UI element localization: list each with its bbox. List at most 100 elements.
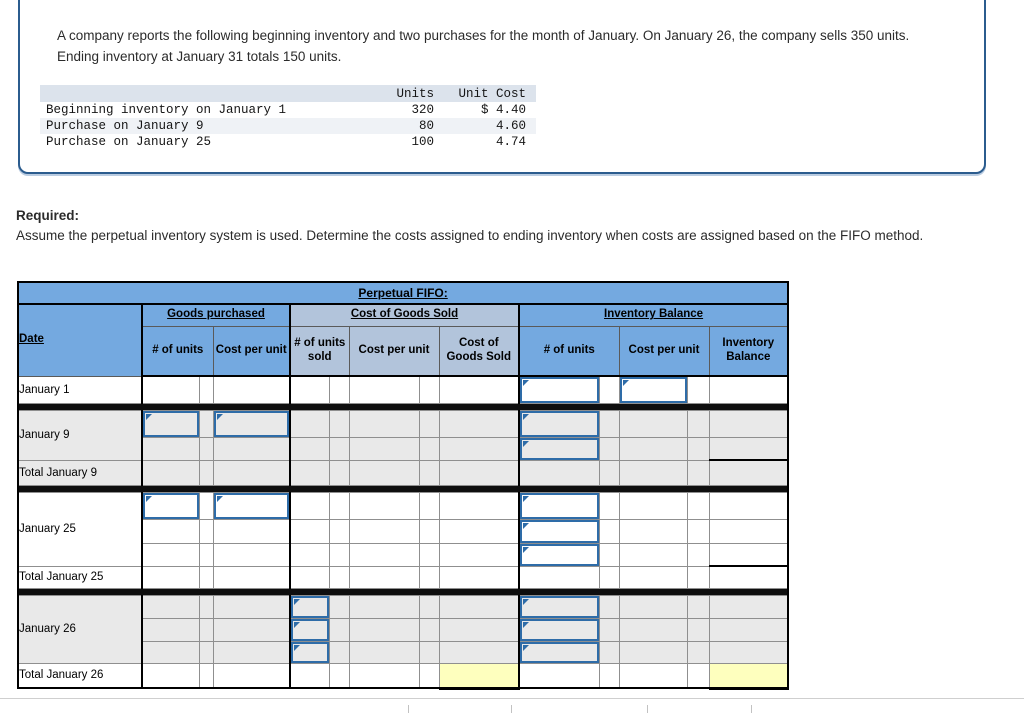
spacer-cell	[686, 542, 710, 567]
grid-cell	[141, 459, 200, 486]
input-jan1-balance-units[interactable]	[521, 377, 598, 402]
grid-cell	[708, 491, 789, 520]
row-unit-cost: 4.74	[495, 135, 526, 149]
grid-cell	[141, 662, 200, 689]
grid-cell	[212, 409, 291, 438]
gp-cost-header: Cost per unit	[212, 325, 291, 377]
row-label: Beginning inventory on January 1	[46, 103, 287, 117]
spacer-cell	[198, 518, 214, 544]
grid-cell	[708, 518, 789, 544]
grid-cell	[518, 594, 600, 619]
grid-cell	[618, 491, 688, 520]
spacer-cell	[598, 518, 620, 544]
spacer-cell	[198, 375, 214, 404]
row-unit-cost: $ 4.40	[480, 103, 526, 117]
grid-cell	[289, 375, 330, 404]
input-jan26-sold-units-2[interactable]	[292, 619, 328, 640]
spacer-cell	[198, 436, 214, 461]
grid-cell	[289, 491, 330, 520]
spacer-cell	[686, 594, 710, 619]
fifo-title-row: Perpetual FIFO:	[17, 281, 789, 305]
spacer-cell	[418, 491, 440, 520]
gp-units-header: # of units	[141, 325, 214, 377]
spacer-cell	[686, 662, 710, 689]
cell-jan1-inventory-balance	[708, 375, 789, 404]
spacer-cell	[686, 518, 710, 544]
spacer-cell	[418, 617, 440, 642]
grid-cell	[618, 459, 688, 486]
input-jan25-balance-units-3[interactable]	[521, 544, 598, 565]
input-jan26-sold-units-1[interactable]	[292, 596, 328, 617]
fifo-row-jan25-1: January 25	[17, 491, 789, 567]
spacer-cell	[328, 459, 350, 486]
inventory-balance-group-header: Inventory Balance	[517, 303, 789, 327]
spacer-cell	[686, 565, 710, 589]
fifo-group-header-row: Date Goods purchased Cost of Goods Sold …	[17, 303, 789, 377]
spacer-cell	[328, 409, 350, 438]
input-jan26-sold-units-3[interactable]	[292, 642, 328, 662]
row-units: 320	[411, 103, 434, 117]
cell-total-jan25-inventory-balance	[708, 565, 789, 589]
spacer-cell	[418, 459, 440, 486]
grid-cell	[212, 375, 291, 404]
spacer-cell	[328, 542, 350, 567]
page-divider	[0, 698, 1024, 699]
input-jan9-purchase-units[interactable]	[143, 411, 198, 436]
spacer-cell	[686, 459, 710, 486]
grid-cell	[438, 594, 520, 619]
grid-cell	[212, 662, 291, 689]
input-jan9-purchase-cost[interactable]	[214, 411, 289, 436]
row-label: Purchase on January 25	[46, 135, 212, 149]
grid-cell	[141, 518, 200, 544]
row-label: Purchase on January 9	[40, 118, 372, 134]
input-jan25-purchase-cost[interactable]	[214, 493, 289, 518]
grid-cell	[618, 617, 688, 642]
fifo-row-total-jan9: Total January 9	[17, 459, 789, 486]
tick-mark	[408, 705, 409, 713]
grid-cell	[518, 640, 600, 664]
spacer-cell	[328, 565, 350, 589]
input-jan25-balance-units-1[interactable]	[521, 493, 598, 518]
input-jan26-balance-units-1[interactable]	[521, 596, 598, 617]
input-jan26-balance-units-3[interactable]	[521, 642, 598, 662]
spacer-cell	[198, 459, 214, 486]
date-column-header: Date	[17, 303, 143, 377]
grid-cell	[438, 491, 520, 520]
grid-cell	[618, 518, 688, 544]
grid-cell	[348, 617, 420, 642]
input-jan9-balance-units-1[interactable]	[521, 411, 598, 436]
grid-cell	[618, 640, 688, 664]
grid-cell	[438, 617, 520, 642]
grid-cell	[141, 409, 200, 438]
input-jan25-purchase-units[interactable]	[143, 493, 198, 518]
grid-cell	[708, 542, 789, 567]
spacer-cell	[598, 617, 620, 642]
input-jan25-balance-units-2[interactable]	[521, 520, 598, 542]
grid-cell	[348, 594, 420, 619]
spacer-cell	[198, 409, 214, 438]
input-jan9-balance-units-2[interactable]	[521, 438, 598, 459]
grid-cell	[289, 542, 330, 567]
spacer-cell	[598, 594, 620, 619]
grid-cell	[518, 436, 600, 461]
fifo-row-jan26-3	[18, 640, 789, 664]
spacer-cell	[418, 640, 440, 664]
grid-cell	[708, 594, 789, 619]
grid-cell	[289, 518, 330, 544]
spacer-cell	[598, 375, 620, 404]
row-label: Total January 9	[17, 459, 143, 486]
fifo-row-jan25-3	[18, 542, 789, 567]
grid-cell	[289, 662, 330, 689]
input-jan26-balance-units-2[interactable]	[521, 619, 598, 640]
grid-cell	[348, 565, 420, 589]
grid-cell	[618, 542, 688, 567]
row-label: Total January 26	[17, 662, 143, 689]
problem-text: A company reports the following beginnin…	[57, 28, 910, 64]
input-jan1-balance-cost[interactable]	[620, 377, 686, 402]
grid-cell	[141, 565, 200, 589]
cell-total-jan26-cogs	[438, 662, 520, 690]
spacer-cell	[198, 565, 214, 589]
spacer-cell	[198, 491, 214, 520]
grid-cell	[518, 491, 600, 520]
